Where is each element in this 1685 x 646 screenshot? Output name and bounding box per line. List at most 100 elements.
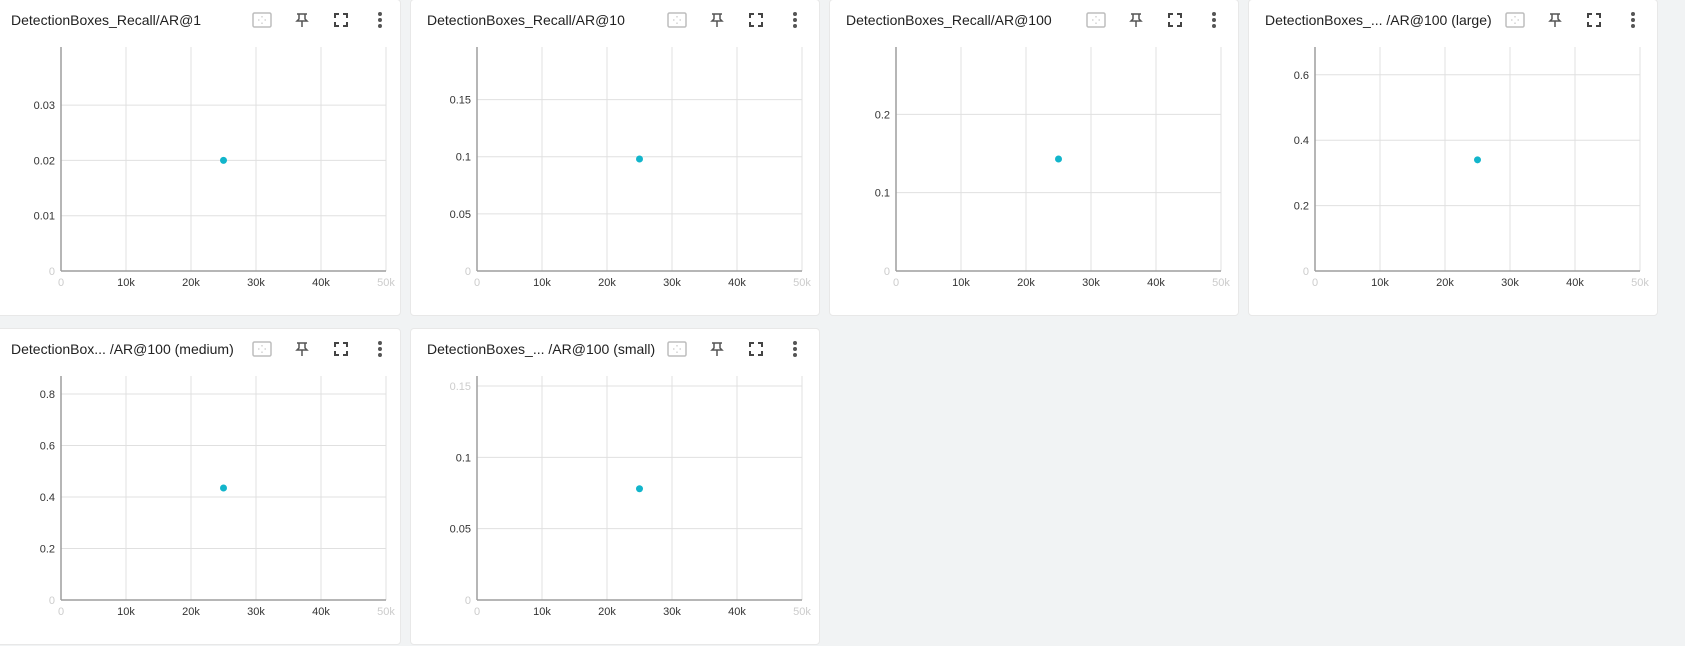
svg-text:0.03: 0.03 bbox=[34, 100, 55, 112]
svg-text:20k: 20k bbox=[598, 606, 616, 618]
scalar-card: 0 10k 20k 30k 40k 50k 0 0.2 0.4 0.6 0.8 DetectionBo… bbox=[0, 328, 401, 645]
card-title: DetectionBoxes_... /AR@100 (small) bbox=[427, 341, 656, 357]
chart-plot[interactable]: 0 10k 20k 30k 40k 50k 0 0.05 0.1 0.15 bbox=[411, 329, 821, 646]
svg-text:0.1: 0.1 bbox=[456, 152, 471, 164]
fullscreen-button[interactable] bbox=[329, 339, 353, 363]
svg-text:0.6: 0.6 bbox=[40, 441, 55, 453]
fit-domain-icon bbox=[1086, 11, 1106, 34]
svg-text:0.8: 0.8 bbox=[40, 389, 55, 401]
svg-text:40k: 40k bbox=[728, 606, 746, 618]
card-title: DetectionBoxes_Recall/AR@100 bbox=[846, 12, 1052, 28]
more-vert-button[interactable] bbox=[783, 339, 807, 363]
pin-button[interactable] bbox=[290, 10, 314, 34]
fullscreen-icon bbox=[748, 341, 764, 362]
chart-plot[interactable]: 0 10k 20k 30k 40k 50k 0 0.01 0.02 0.03 bbox=[0, 0, 402, 317]
svg-text:30k: 30k bbox=[663, 277, 681, 289]
fullscreen-button[interactable] bbox=[329, 10, 353, 34]
svg-text:30k: 30k bbox=[247, 277, 265, 289]
svg-text:0: 0 bbox=[49, 266, 55, 278]
svg-text:0.1: 0.1 bbox=[456, 452, 471, 464]
more-vert-button[interactable] bbox=[368, 339, 392, 363]
svg-text:0.2: 0.2 bbox=[40, 544, 55, 556]
fit-domain-button[interactable] bbox=[250, 339, 274, 363]
pin-button[interactable] bbox=[1543, 10, 1567, 34]
svg-text:50k: 50k bbox=[1212, 277, 1230, 289]
card-title: DetectionBoxes_Recall/AR@10 bbox=[427, 12, 625, 28]
svg-text:40k: 40k bbox=[1566, 277, 1584, 289]
svg-text:0: 0 bbox=[465, 266, 471, 278]
chart-plot[interactable]: 0 10k 20k 30k 40k 50k 0 0.2 0.4 0.6 0.8 bbox=[0, 329, 402, 646]
svg-text:40k: 40k bbox=[312, 277, 330, 289]
svg-text:0: 0 bbox=[474, 277, 480, 289]
fullscreen-button[interactable] bbox=[744, 339, 768, 363]
svg-text:10k: 10k bbox=[117, 606, 135, 618]
svg-text:0: 0 bbox=[49, 595, 55, 607]
svg-text:0: 0 bbox=[893, 277, 899, 289]
svg-text:0.15: 0.15 bbox=[450, 381, 471, 393]
svg-text:0.2: 0.2 bbox=[1294, 201, 1309, 213]
svg-text:20k: 20k bbox=[182, 277, 200, 289]
fullscreen-button[interactable] bbox=[744, 10, 768, 34]
svg-text:0.15: 0.15 bbox=[450, 95, 471, 107]
fit-domain-icon bbox=[667, 11, 687, 34]
svg-text:0: 0 bbox=[1303, 266, 1309, 278]
pin-button[interactable] bbox=[1124, 10, 1148, 34]
scalar-card: 0 10k 20k 30k 40k 50k 0 0.01 0.02 0.03 DetectionBo… bbox=[0, 0, 401, 316]
svg-text:0.01: 0.01 bbox=[34, 211, 55, 223]
fullscreen-button[interactable] bbox=[1582, 10, 1606, 34]
svg-text:0.02: 0.02 bbox=[34, 155, 55, 167]
fit-domain-icon bbox=[1505, 11, 1525, 34]
fullscreen-icon bbox=[748, 12, 764, 33]
fit-domain-button[interactable] bbox=[665, 339, 689, 363]
svg-text:40k: 40k bbox=[728, 277, 746, 289]
fit-domain-button[interactable] bbox=[250, 10, 274, 34]
fullscreen-icon bbox=[333, 341, 349, 362]
svg-text:50k: 50k bbox=[377, 277, 395, 289]
pin-button[interactable] bbox=[705, 339, 729, 363]
svg-text:0: 0 bbox=[1312, 277, 1318, 289]
more-vert-button[interactable] bbox=[1621, 10, 1645, 34]
data-point bbox=[220, 156, 227, 164]
svg-text:0: 0 bbox=[58, 606, 64, 618]
svg-text:0.2: 0.2 bbox=[875, 109, 890, 121]
fit-domain-button[interactable] bbox=[1084, 10, 1108, 34]
svg-text:40k: 40k bbox=[312, 606, 330, 618]
fit-domain-button[interactable] bbox=[1503, 10, 1527, 34]
svg-text:10k: 10k bbox=[533, 606, 551, 618]
fullscreen-icon bbox=[1586, 12, 1602, 33]
fit-domain-icon bbox=[667, 340, 687, 363]
more-vert-icon bbox=[1211, 11, 1217, 34]
fit-domain-button[interactable] bbox=[665, 10, 689, 34]
scalar-card: 0 10k 20k 30k 40k 50k 0 0.05 0.1 0.15 DetectionBox… bbox=[410, 328, 820, 645]
chart-plot[interactable]: 0 10k 20k 30k 40k 50k 0 0.05 0.1 0.15 bbox=[411, 0, 821, 317]
scalar-card: 0 10k 20k 30k 40k 50k 0 0.2 0.4 0.6 DetectionBoxes… bbox=[1248, 0, 1658, 316]
chart-plot[interactable]: 0 10k 20k 30k 40k 50k 0 0.1 0.2 bbox=[830, 0, 1240, 317]
svg-text:20k: 20k bbox=[1436, 277, 1454, 289]
more-vert-button[interactable] bbox=[368, 10, 392, 34]
data-point bbox=[220, 484, 227, 492]
fullscreen-button[interactable] bbox=[1163, 10, 1187, 34]
pin-button[interactable] bbox=[705, 10, 729, 34]
pin-icon bbox=[1547, 12, 1563, 33]
scalar-card: 0 10k 20k 30k 40k 50k 0 0.1 0.2 DetectionBoxes_Re… bbox=[829, 0, 1239, 316]
svg-text:10k: 10k bbox=[952, 277, 970, 289]
more-vert-button[interactable] bbox=[1202, 10, 1226, 34]
data-point bbox=[636, 155, 643, 163]
fullscreen-icon bbox=[1167, 12, 1183, 33]
chart-plot[interactable]: 0 10k 20k 30k 40k 50k 0 0.2 0.4 0.6 bbox=[1249, 0, 1659, 317]
svg-text:0: 0 bbox=[884, 266, 890, 278]
more-vert-icon bbox=[792, 340, 798, 363]
svg-text:30k: 30k bbox=[663, 606, 681, 618]
svg-text:10k: 10k bbox=[533, 277, 551, 289]
pin-icon bbox=[709, 341, 725, 362]
pin-icon bbox=[1128, 12, 1144, 33]
svg-text:0.6: 0.6 bbox=[1294, 70, 1309, 82]
pin-icon bbox=[709, 12, 725, 33]
pin-button[interactable] bbox=[290, 339, 314, 363]
more-vert-icon bbox=[1630, 11, 1636, 34]
more-vert-icon bbox=[792, 11, 798, 34]
svg-text:20k: 20k bbox=[598, 277, 616, 289]
more-vert-icon bbox=[377, 11, 383, 34]
more-vert-button[interactable] bbox=[783, 10, 807, 34]
scalar-card: 0 10k 20k 30k 40k 50k 0 0.05 0.1 0.15 DetectionBox… bbox=[410, 0, 820, 316]
